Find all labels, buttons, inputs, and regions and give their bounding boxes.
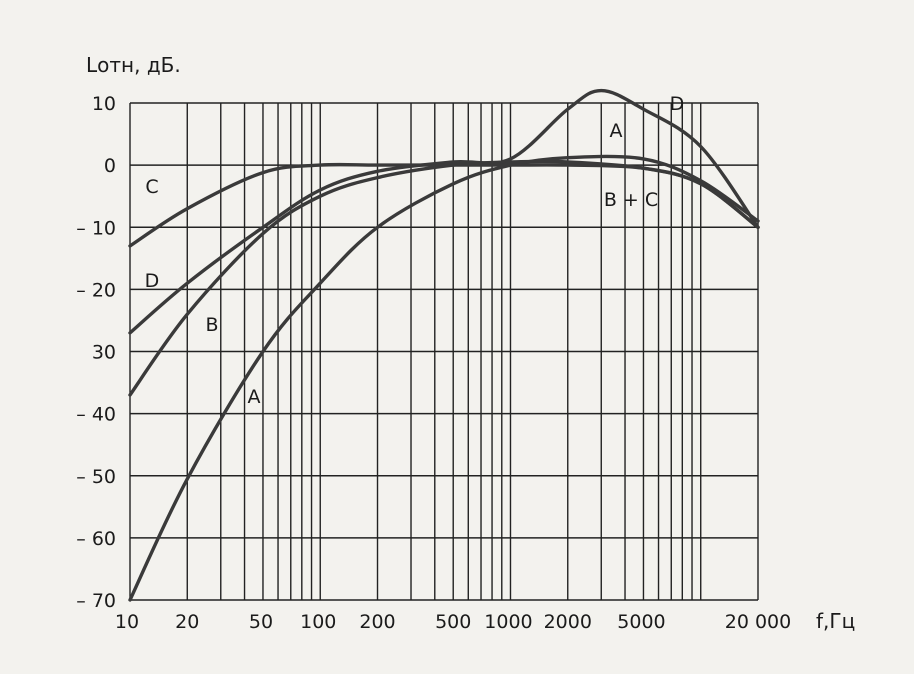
y-tick-label: – 60	[76, 528, 116, 550]
curve-label-a: A	[610, 120, 623, 142]
curve-d	[128, 88, 760, 335]
curves	[128, 88, 760, 602]
x-tick-label: 2000	[544, 611, 592, 633]
curve-b	[128, 159, 760, 397]
curve-label-b: B	[205, 314, 218, 336]
y-tick-label: – 20	[76, 279, 116, 301]
x-tick-label: 100	[300, 611, 336, 633]
y-tick-label: – 70	[76, 590, 116, 612]
y-tick-label: – 50	[76, 466, 116, 488]
curve-label-d: D	[670, 93, 685, 115]
curve-label-b: B + C	[604, 189, 658, 211]
y-tick-label: 0	[104, 155, 116, 177]
curve-label-c: C	[145, 176, 158, 198]
x-tick-label: 500	[435, 611, 471, 633]
curve-label-a: A	[248, 386, 261, 408]
x-tick-label: 10	[115, 611, 139, 633]
x-tick-label: 5000	[617, 611, 665, 633]
curve-labels: C D B A A D B + C	[145, 93, 685, 408]
y-tick-label: 10	[92, 93, 116, 115]
curve-a	[128, 154, 760, 602]
curve-c	[128, 162, 760, 248]
curve-label-d: D	[145, 270, 160, 292]
y-tick-label: – 40	[76, 404, 116, 426]
y-tick-label: 30	[92, 342, 116, 364]
y-tick-label: – 10	[76, 217, 116, 239]
grid	[129, 102, 759, 601]
x-tick-label: 50	[249, 611, 273, 633]
y-axis-title: Lотн, дБ.	[86, 53, 181, 77]
x-tick-label: 20	[175, 611, 199, 633]
x-tick-label: 20 000	[725, 611, 791, 633]
x-tick-label: 200	[359, 611, 395, 633]
x-tick-label: 1000	[484, 611, 532, 633]
x-axis-title: f,Гц	[816, 609, 855, 633]
